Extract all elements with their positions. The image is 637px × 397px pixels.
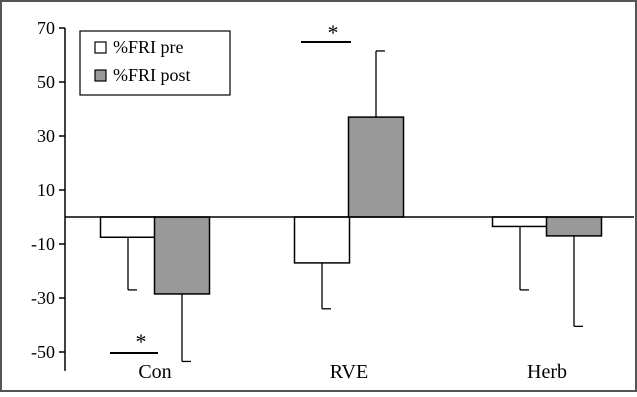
bar-rve-pre <box>293 216 351 264</box>
y-tick-label: 50 <box>37 72 55 92</box>
bar-herb-pre <box>491 216 549 228</box>
bar-con-post <box>153 216 211 295</box>
y-tick-label: 10 <box>37 180 55 200</box>
legend-label-pre: %FRI pre <box>113 37 184 57</box>
y-tick-label: -10 <box>31 234 55 254</box>
y-tick-label: 70 <box>37 18 55 38</box>
legend-swatch-post <box>94 69 107 82</box>
bar-rve-post <box>347 116 405 218</box>
significance-asterisk: * <box>136 329 147 354</box>
bar-herb-post <box>545 216 603 237</box>
bar-con-pre <box>99 216 157 238</box>
x-category-label: Con <box>138 361 171 383</box>
y-tick-label: -50 <box>31 342 55 362</box>
x-category-label: Herb <box>527 361 567 383</box>
legend-swatch-pre <box>94 41 107 54</box>
y-tick-label: 30 <box>37 126 55 146</box>
x-category-label: RVE <box>330 361 368 383</box>
legend-label-post: %FRI post <box>113 65 191 85</box>
y-tick-label: -30 <box>31 288 55 308</box>
significance-asterisk: * <box>328 20 339 45</box>
